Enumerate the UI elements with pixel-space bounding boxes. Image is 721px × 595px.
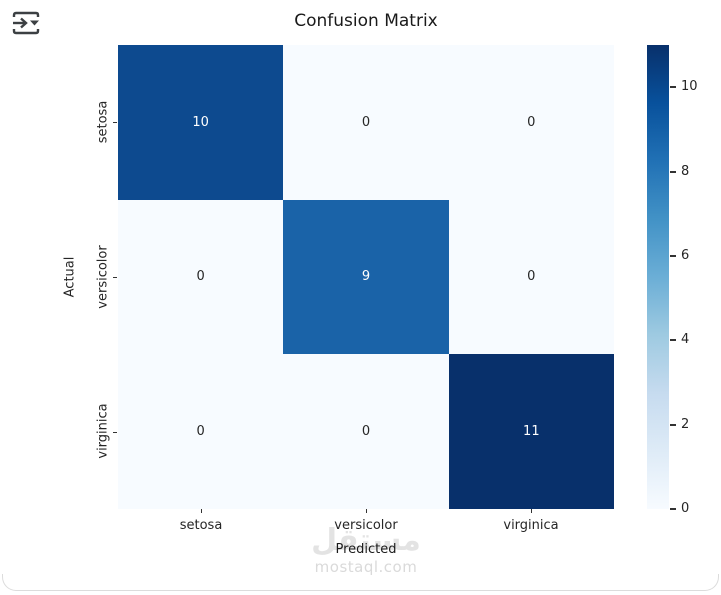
heatmap-cell-setosa-virginica: 0	[448, 45, 614, 200]
watermark-logo: مستقل	[311, 523, 421, 558]
heatmap-cell-versicolor-versicolor: 9	[283, 199, 449, 355]
x-tick-label-virginica: virginica	[503, 518, 559, 533]
x-tick-mark	[531, 509, 533, 513]
y-tick-mark	[113, 122, 117, 124]
colorbar-tick-mark	[670, 170, 676, 173]
x-tick-label-setosa: setosa	[179, 518, 223, 533]
heatmap-cell-versicolor-virginica: 0	[448, 199, 614, 355]
heatmap-cell-virginica-virginica: 11	[448, 354, 614, 509]
heatmap-cell-virginica-versicolor: 0	[283, 354, 449, 509]
x-tick-mark	[200, 509, 202, 513]
colorbar-tick-mark	[670, 339, 676, 342]
y-axis-tick-marks	[113, 45, 118, 509]
chart-title: Confusion Matrix	[294, 11, 438, 31]
x-tick-label-versicolor: versicolor	[334, 518, 398, 533]
y-tick-mark	[113, 431, 117, 433]
colorbar-tick-mark	[670, 254, 676, 257]
heatmap-cell-versicolor-setosa: 0	[118, 199, 284, 355]
y-tick-mark	[113, 277, 117, 278]
cell-output-export-icon[interactable]	[10, 8, 42, 38]
colorbar-tick-mark	[670, 423, 676, 426]
heatmap-cell-setosa-versicolor: 0	[283, 45, 449, 200]
heatmap-grid: 10 0 0 0 9 0 0 0 11	[118, 45, 614, 509]
x-axis-label: Predicted	[335, 542, 397, 557]
x-axis-tick-marks	[118, 509, 614, 514]
colorbar	[647, 45, 669, 509]
heatmap-cell-setosa-setosa: 10	[118, 45, 284, 200]
colorbar-ticks: 0 2 4 6 8 10	[670, 45, 710, 515]
colorbar-tick-mark	[670, 86, 676, 89]
watermark: مستقل mostaql.com	[278, 523, 454, 577]
colorbar-tick-mark	[670, 508, 676, 510]
watermark-site-text: mostaql.com	[314, 558, 418, 576]
x-tick-mark	[366, 509, 367, 513]
heatmap-cell-virginica-setosa: 0	[118, 354, 284, 509]
card-bottom-border	[2, 574, 719, 591]
